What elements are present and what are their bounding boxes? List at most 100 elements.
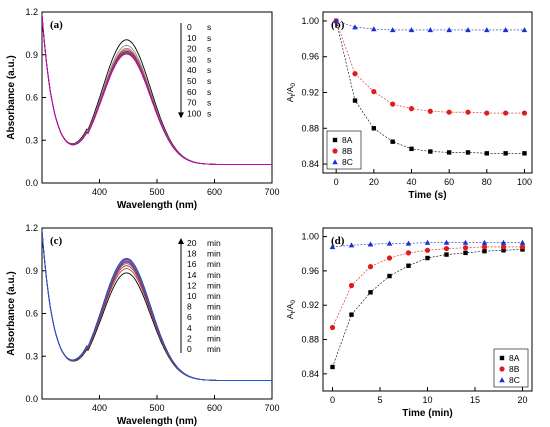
spectrum-line xyxy=(42,14,272,165)
data-point xyxy=(443,239,450,245)
legend-value: 10 xyxy=(187,291,197,301)
data-point xyxy=(367,264,374,270)
x-tick-label: 500 xyxy=(149,403,164,413)
spectrum-line xyxy=(42,230,272,381)
legend-unit: s xyxy=(207,108,211,118)
data-point xyxy=(484,151,490,156)
data-point xyxy=(519,239,526,245)
legend-unit: s xyxy=(207,22,211,32)
y-tick-label: 0.96 xyxy=(301,52,319,62)
spectrum-line xyxy=(42,230,272,381)
legend-value: 20 xyxy=(187,44,197,54)
legend-value: 40 xyxy=(187,65,197,75)
data-point xyxy=(329,244,336,250)
data-point xyxy=(521,27,528,33)
legend-value: 4 xyxy=(187,323,192,333)
panel-label: (d) xyxy=(331,235,345,247)
legend-unit: min xyxy=(207,270,221,280)
data-point xyxy=(352,98,358,103)
fit-line xyxy=(335,20,525,154)
x-tick-label: 600 xyxy=(207,187,222,197)
x-tick-label: 20 xyxy=(517,395,527,405)
plot-frame xyxy=(41,227,273,400)
x-tick-label: 400 xyxy=(92,403,107,413)
x-tick-label: 0 xyxy=(330,395,335,405)
data-point xyxy=(428,149,433,154)
data-point xyxy=(408,106,415,112)
y-tick-label: 0.3 xyxy=(25,135,38,145)
data-point xyxy=(463,250,468,256)
legend-value: 12 xyxy=(187,280,197,290)
data-point xyxy=(446,109,452,115)
data-point xyxy=(386,255,393,261)
x-tick-label: 100 xyxy=(517,177,532,187)
spectra-group xyxy=(42,14,272,165)
fit-line xyxy=(335,20,525,114)
data-point xyxy=(427,27,434,33)
panel-label: (a) xyxy=(50,19,63,31)
legend-value: 2 xyxy=(187,333,192,343)
data-point xyxy=(406,263,411,268)
panel-label: (c) xyxy=(50,235,63,247)
y-axis-label: Absorbance (a.u.) xyxy=(6,55,17,139)
y-tick-label: 1.2 xyxy=(25,7,38,17)
data-point xyxy=(481,239,488,245)
legend-unit: min xyxy=(207,302,221,312)
data-point xyxy=(333,18,339,24)
data-point xyxy=(501,248,506,253)
x-tick-label: 20 xyxy=(369,177,379,187)
data-point xyxy=(424,247,431,253)
data-point xyxy=(462,245,469,251)
data-point xyxy=(332,137,338,143)
data-point xyxy=(499,377,505,383)
y-tick-label: 1.00 xyxy=(301,232,319,242)
legend-unit: s xyxy=(207,87,211,97)
x-tick-label: 500 xyxy=(149,187,164,197)
y-tick-label: 0.0 xyxy=(25,178,38,188)
data-point xyxy=(371,89,377,95)
x-axis-label: Wavelength (nm) xyxy=(117,200,197,211)
spectrum-line xyxy=(42,230,272,381)
y-tick-label: 0.96 xyxy=(301,266,319,276)
plot-frame xyxy=(41,11,273,184)
legend-value: 14 xyxy=(187,270,197,280)
data-point xyxy=(387,273,392,279)
y-tick-label: 0.6 xyxy=(25,309,38,319)
legend-value: 20 xyxy=(187,238,197,248)
data-point xyxy=(499,355,505,361)
y-axis-label: At/A0 xyxy=(285,83,297,103)
legend-value: 50 xyxy=(187,76,197,86)
data-point xyxy=(371,26,377,32)
data-point xyxy=(503,110,509,116)
legend-value: 70 xyxy=(187,98,197,108)
data-point xyxy=(330,364,335,370)
data-point xyxy=(405,250,412,256)
data-point xyxy=(408,27,415,33)
data-point xyxy=(482,248,487,254)
x-tick-label: 400 xyxy=(92,187,107,197)
y-tick-label: 0.6 xyxy=(25,93,38,103)
x-tick-label: 80 xyxy=(482,177,492,187)
data-point xyxy=(500,239,507,245)
legend-value: 0 xyxy=(187,22,192,32)
x-axis-label: Time (min) xyxy=(402,408,452,419)
legend-unit: min xyxy=(207,280,221,290)
legend-unit: min xyxy=(207,249,221,259)
x-axis-label: Time (s) xyxy=(408,190,446,201)
legend-value: 16 xyxy=(187,259,197,269)
x-tick-label: 600 xyxy=(207,403,222,413)
data-point xyxy=(424,239,431,245)
data-point xyxy=(371,126,377,131)
legend-label: 8C xyxy=(342,157,353,167)
spectrum-line xyxy=(42,230,272,381)
spectrum-line xyxy=(42,230,272,381)
data-point xyxy=(390,101,396,107)
legend-unit: min xyxy=(207,291,221,301)
data-point xyxy=(519,244,526,250)
fit-line xyxy=(332,246,523,328)
spectrum-line xyxy=(42,230,272,381)
data-point xyxy=(500,244,507,250)
legend-label: 8A xyxy=(342,135,353,145)
legend-unit: s xyxy=(207,98,211,108)
